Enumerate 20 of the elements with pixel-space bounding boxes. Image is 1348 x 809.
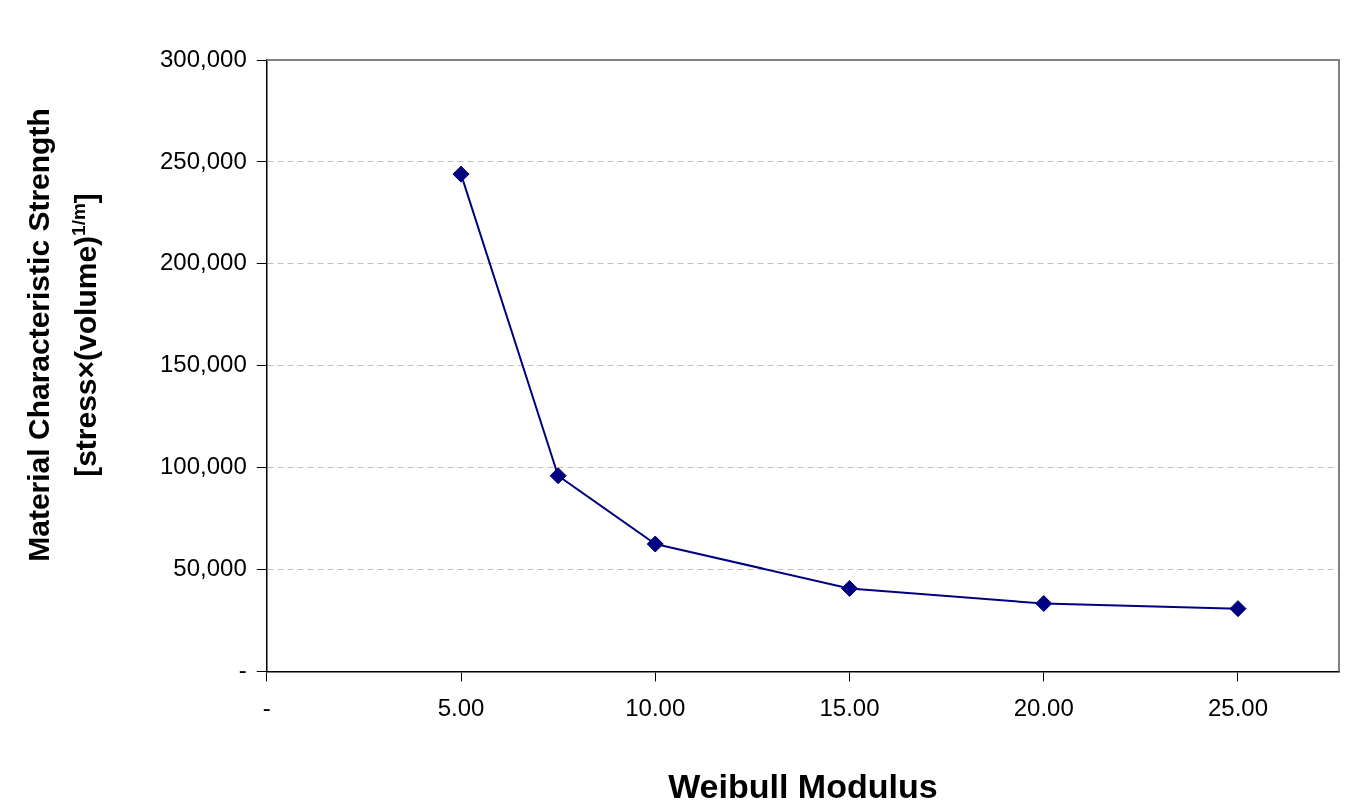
point (452, 165, 470, 183)
point (841, 579, 858, 597)
point (1229, 600, 1247, 618)
x-tick-label: 10.00 (625, 694, 686, 722)
x-axis-title: Weibull Modulus (668, 766, 938, 805)
x-tick-label: 5.00 (437, 694, 485, 722)
point (1035, 595, 1053, 613)
y-tick-label: - (238, 656, 247, 684)
x-tick-label: - (262, 694, 271, 722)
y-tick-label: 250,000 (159, 146, 247, 174)
x-tick-label: 15.00 (819, 694, 880, 722)
y-tick-label: 300,000 (159, 44, 247, 72)
point (646, 535, 664, 553)
y-tick-label: 200,000 (159, 248, 247, 276)
y-tick-label: 100,000 (159, 452, 247, 480)
x-tick-label: 20.00 (1013, 694, 1074, 722)
x-tick-label: 25.00 (1207, 694, 1269, 722)
y-tick-label: 50,000 (173, 554, 247, 582)
point (549, 467, 567, 485)
y-tick-label: 150,000 (159, 350, 247, 378)
